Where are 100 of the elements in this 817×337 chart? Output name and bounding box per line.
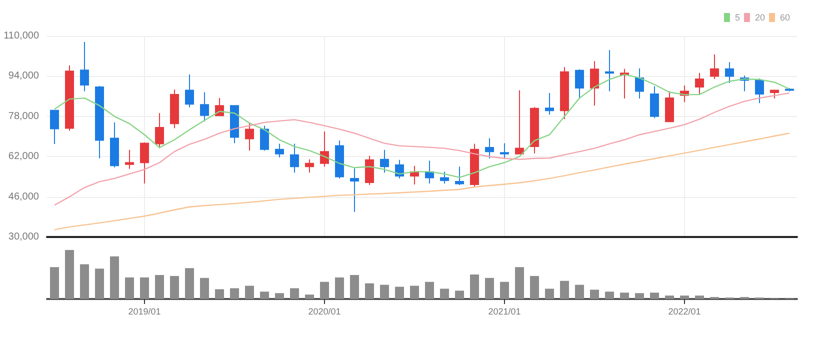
candlestick: [260, 125, 269, 152]
bar: [440, 288, 449, 299]
bar: [680, 296, 689, 299]
bar: [260, 292, 269, 299]
legend-label: 20: [754, 12, 765, 22]
bar: [545, 288, 554, 299]
bar: [590, 290, 599, 299]
candlestick: [425, 160, 434, 184]
candlestick: [770, 90, 779, 100]
candlestick: [515, 90, 524, 154]
bar: [515, 267, 524, 299]
candlestick: [665, 90, 674, 122]
candlestick: [245, 122, 254, 152]
bar: [695, 296, 704, 299]
bar: [410, 286, 419, 299]
bar: [110, 256, 119, 299]
bar: [230, 288, 239, 299]
bar: [530, 276, 539, 299]
x-tick-label: 2022/01: [668, 306, 701, 316]
bar: [395, 286, 404, 299]
candlestick: [755, 78, 764, 104]
candlestick: [125, 149, 134, 170]
candlestick: [545, 92, 554, 116]
bar: [470, 274, 479, 299]
bar: [290, 288, 299, 299]
candlestick: [380, 149, 389, 174]
legend-label: 60: [780, 12, 790, 22]
candlestick: [605, 50, 614, 92]
candlestick: [650, 86, 659, 119]
candlestick: [410, 165, 419, 185]
bar: [425, 282, 434, 299]
bar: [485, 278, 494, 299]
bar: [215, 289, 224, 299]
bar: [365, 283, 374, 299]
bar: [320, 282, 329, 299]
x-tick-label: 2019/01: [128, 306, 161, 316]
candlestick: [50, 110, 59, 145]
candlestick: [320, 130, 329, 168]
candlestick: [230, 105, 239, 144]
bar: [95, 268, 104, 299]
candlestick: [65, 64, 74, 132]
bar: [125, 277, 134, 299]
bar: [605, 292, 614, 299]
candlestick: [290, 143, 299, 174]
y-tick-label: 30,000: [8, 232, 40, 242]
candlestick: [455, 166, 464, 186]
line-series: [54, 92, 790, 206]
candlestick: [695, 72, 704, 96]
candlestick: [200, 92, 209, 122]
bar: [170, 276, 179, 299]
candlestick: [710, 54, 719, 80]
y-tick-label: 110,000: [4, 30, 40, 42]
candlestick: [275, 143, 284, 158]
candlestick: [110, 122, 119, 168]
bar: [275, 293, 284, 299]
bar: [335, 277, 344, 299]
bar: [455, 290, 464, 299]
candlestick: [440, 171, 449, 184]
y-tick-label: 46,000: [8, 191, 40, 202]
candlestick: [590, 60, 599, 106]
bar: [50, 267, 59, 299]
x-tick-label: 2020/01: [308, 306, 341, 316]
x-tick-label: 2021/01: [488, 306, 521, 316]
bar: [140, 277, 149, 299]
bar: [650, 292, 659, 299]
candlestick: [365, 155, 374, 186]
candlestick: [470, 143, 479, 188]
bar: [65, 250, 74, 299]
candlestick: [335, 140, 344, 179]
candlestick: [575, 68, 584, 100]
candlestick: [485, 138, 494, 159]
bar: [620, 292, 629, 299]
y-tick-label: 94,000: [8, 70, 40, 82]
bar: [185, 268, 194, 299]
candlestick: [635, 68, 644, 100]
candlestick: [170, 89, 179, 129]
line-series: [54, 132, 790, 230]
candlestick: [95, 86, 104, 159]
candlestick: [305, 158, 314, 174]
y-tick-label: 62,000: [8, 151, 40, 162]
candlestick: [785, 88, 794, 92]
bar: [665, 296, 674, 299]
candlestick: [185, 74, 194, 108]
y-tick-label: 78,000: [8, 110, 40, 122]
bar: [635, 293, 644, 299]
candlestick: [350, 168, 359, 212]
candlestick: [140, 142, 149, 184]
candlestick: [80, 42, 89, 92]
bar: [155, 274, 164, 299]
bar: [380, 284, 389, 299]
bar: [80, 264, 89, 299]
candlestick: [500, 142, 509, 159]
legend-label: 5: [734, 12, 740, 22]
bar: [350, 274, 359, 299]
bar: [200, 278, 209, 299]
candlestick: [530, 106, 539, 154]
candlestick: [395, 159, 404, 179]
candlestick: [155, 112, 164, 149]
candlestick: [725, 62, 734, 84]
line-series: [54, 74, 790, 178]
